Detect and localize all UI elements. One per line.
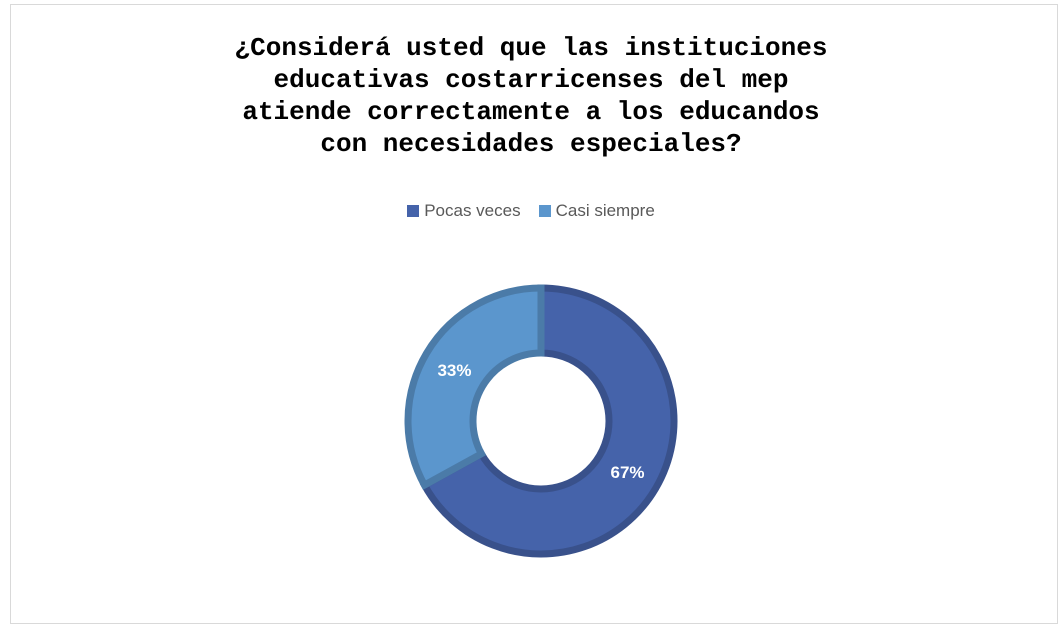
chart-title-line-2: educativas costarricenses del mep (273, 65, 789, 95)
legend-item-pocas-veces: Pocas veces (407, 201, 521, 221)
slice-pocas-veces (419, 284, 678, 558)
slice-casi-siempre (404, 284, 545, 490)
legend-label-pocas-veces: Pocas veces (424, 201, 521, 220)
doughnut-data-labels: 67% 33% (437, 361, 644, 482)
doughnut-slices (404, 284, 678, 558)
data-label-pocas-veces: 67% (610, 463, 644, 482)
chart-title-line-1: ¿Considerá usted que las instituciones (234, 33, 828, 63)
legend-swatch-pocas-veces (407, 205, 420, 217)
chart-legend: Pocas veces Casi siempre (0, 201, 1062, 221)
doughnut-chart: 67% 33% (404, 284, 678, 558)
legend-item-casi-siempre: Casi siempre (538, 201, 655, 221)
data-label-casi-siempre: 33% (437, 361, 471, 380)
chart-title: ¿Considerá usted que las instituciones e… (0, 32, 1062, 160)
chart-title-line-4: con necesidades especiales? (320, 129, 742, 159)
legend-swatch-casi-siempre (538, 205, 551, 217)
legend-label-casi-siempre: Casi siempre (555, 201, 655, 220)
chart-title-line-3: atiende correctamente a los educandos (242, 97, 820, 127)
